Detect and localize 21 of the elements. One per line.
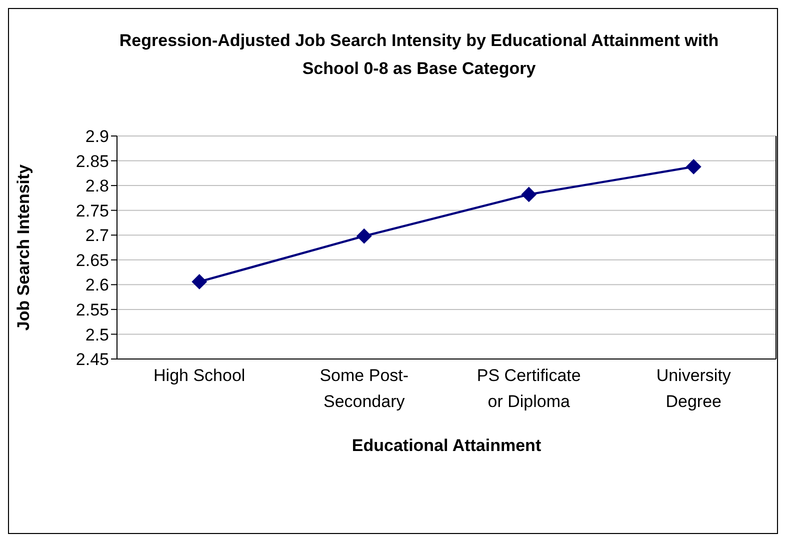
x-tick-label: High School: [154, 366, 246, 385]
point: [192, 274, 207, 290]
chart-title: Regression-Adjusted Job Search Intensity by Educational Attainment with School 0-8 as Base Category: [118, 30, 720, 80]
y-tick-label: 2.75: [76, 201, 109, 220]
y-tick-label: 2.5: [85, 325, 109, 344]
y-tick-label: 2.9: [85, 127, 109, 146]
x-tick-label: PS Certificate or Diploma: [476, 366, 581, 411]
point: [686, 159, 702, 174]
x-tick-label: Some Post-Secondary: [320, 366, 409, 411]
y-tick-label: 2.45: [76, 350, 109, 370]
x-axis-title: Educational Attainment: [352, 436, 542, 455]
y-tick-label: 2.8: [85, 176, 109, 196]
point: [521, 186, 536, 202]
y-tick-label: 2.6: [85, 276, 109, 295]
y-tick-label: 2.65: [76, 250, 109, 270]
y-axis-title: Job Search Intensity: [14, 164, 34, 331]
y-tick-label: 2.55: [76, 300, 109, 320]
y-tick-label: 2.7: [85, 226, 109, 246]
point: [356, 228, 372, 244]
x-tick-label: University Degree: [656, 366, 732, 411]
y-tick-label: 2.85: [76, 152, 109, 171]
